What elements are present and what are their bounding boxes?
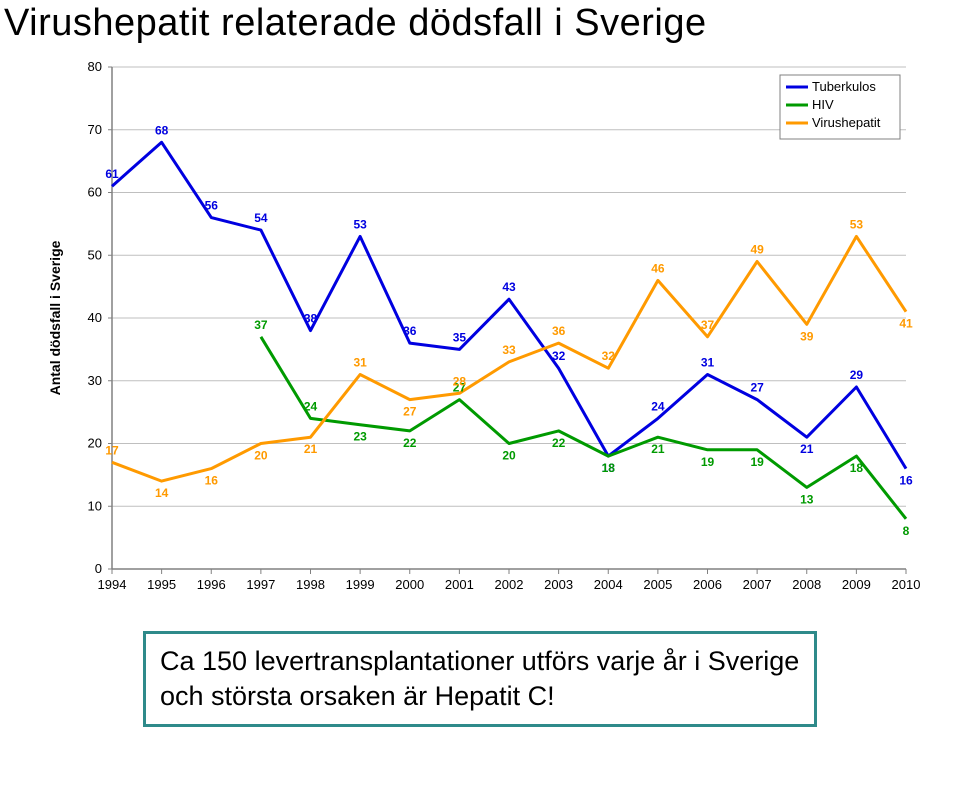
value-label: 22 <box>552 436 566 450</box>
x-tick-label: 1996 <box>197 577 226 592</box>
value-label: 19 <box>701 455 715 469</box>
y-tick-label: 70 <box>88 122 102 137</box>
value-label: 68 <box>155 123 169 137</box>
value-label: 14 <box>155 486 169 500</box>
value-label: 21 <box>651 442 665 456</box>
x-tick-label: 2005 <box>643 577 672 592</box>
x-tick-label: 2008 <box>792 577 821 592</box>
value-label: 27 <box>750 381 764 395</box>
value-label: 36 <box>403 324 417 338</box>
value-label: 31 <box>353 355 367 369</box>
value-label: 20 <box>502 449 516 463</box>
value-label: 16 <box>205 474 219 488</box>
callout-box: Ca 150 levertransplantationer utförs var… <box>143 631 817 727</box>
value-label: 39 <box>800 329 814 343</box>
value-label: 53 <box>353 217 367 231</box>
x-tick-label: 2007 <box>743 577 772 592</box>
value-label: 8 <box>903 524 910 538</box>
value-label: 18 <box>602 461 616 475</box>
value-label: 33 <box>502 343 516 357</box>
value-label: 18 <box>850 461 864 475</box>
x-tick-label: 2003 <box>544 577 573 592</box>
value-label: 28 <box>453 374 467 388</box>
value-label: 53 <box>850 217 864 231</box>
x-tick-label: 2006 <box>693 577 722 592</box>
value-label: 20 <box>254 449 268 463</box>
x-tick-label: 1998 <box>296 577 325 592</box>
value-label: 29 <box>850 368 864 382</box>
x-tick-label: 1999 <box>346 577 375 592</box>
y-tick-label: 50 <box>88 247 102 262</box>
x-tick-label: 1997 <box>246 577 275 592</box>
value-label: 32 <box>552 349 566 363</box>
value-label: 46 <box>651 261 665 275</box>
value-label: 16 <box>899 474 913 488</box>
y-tick-label: 10 <box>88 498 102 513</box>
value-label: 17 <box>105 443 119 457</box>
value-label: 49 <box>750 243 764 257</box>
value-label: 21 <box>304 442 318 456</box>
value-label: 43 <box>502 280 516 294</box>
y-tick-label: 0 <box>95 561 102 576</box>
value-label: 35 <box>453 330 467 344</box>
value-label: 61 <box>105 167 119 181</box>
value-label: 24 <box>304 399 318 413</box>
value-label: 23 <box>353 430 367 444</box>
chart-area: 0 10 20 30 40 50 60 70 80 1994 1995 1996 1997 1998 199… <box>40 53 920 613</box>
value-label: 56 <box>205 199 219 213</box>
x-tick-label: 2009 <box>842 577 871 592</box>
x-tick-label: 2002 <box>495 577 524 592</box>
value-label: 19 <box>750 455 764 469</box>
y-tick-label: 80 <box>88 59 102 74</box>
value-label: 37 <box>701 318 715 332</box>
x-tick-label: 2010 <box>892 577 920 592</box>
value-label: 36 <box>552 324 566 338</box>
value-label: 24 <box>651 399 665 413</box>
x-tick-label: 2000 <box>395 577 424 592</box>
page-title: Virushepatit relaterade dödsfall i Sveri… <box>0 0 960 53</box>
legend-label: HIV <box>812 97 834 112</box>
y-tick-label: 60 <box>88 185 102 200</box>
value-label: 13 <box>800 492 814 506</box>
value-label: 41 <box>899 317 913 331</box>
x-tick-label: 2001 <box>445 577 474 592</box>
x-tick-label: 1995 <box>147 577 176 592</box>
x-tick-label: 2004 <box>594 577 623 592</box>
y-tick-label: 40 <box>88 310 102 325</box>
value-label: 31 <box>701 355 715 369</box>
value-label: 32 <box>602 349 616 363</box>
value-label: 27 <box>403 405 417 419</box>
y-axis-label: Antal dödsfall i Sverige <box>47 240 63 395</box>
legend-label: Tuberkulos <box>812 79 876 94</box>
value-label: 54 <box>254 211 268 225</box>
value-label: 37 <box>254 318 268 332</box>
value-label: 21 <box>800 442 814 456</box>
value-label: 38 <box>304 312 318 326</box>
y-tick-label: 20 <box>88 436 102 451</box>
y-tick-label: 30 <box>88 373 102 388</box>
x-tick-label: 1994 <box>98 577 127 592</box>
legend-label: Virushepatit <box>812 115 881 130</box>
value-label: 22 <box>403 436 417 450</box>
